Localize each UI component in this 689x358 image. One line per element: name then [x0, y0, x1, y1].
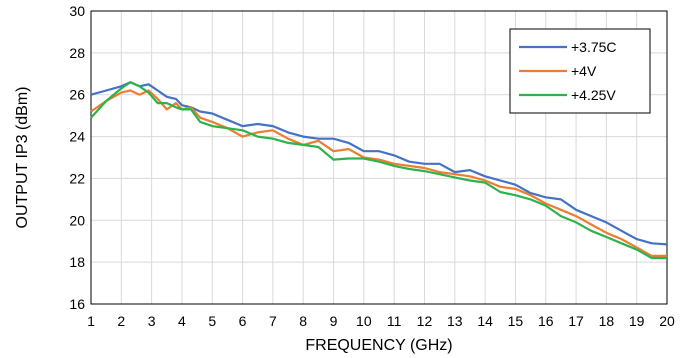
- y-tick-label: 26: [69, 87, 85, 103]
- x-tick-label: 11: [387, 313, 402, 329]
- x-tick-label: 19: [629, 313, 645, 329]
- x-tick-label: 6: [239, 313, 247, 329]
- x-tick-label: 7: [269, 313, 277, 329]
- x-tick-label: 17: [568, 313, 584, 329]
- x-tick-label: 18: [599, 313, 615, 329]
- x-axis-ticks: 1 2 3 4 5 6 7 8 9 10 11 12 13 14 15 16 17 18 19 20: [87, 313, 675, 329]
- x-tick-label: 4: [178, 313, 186, 329]
- x-tick-label: 10: [356, 313, 372, 329]
- x-tick-label: 1: [87, 313, 95, 329]
- series-line-2: [90, 89, 667, 257]
- x-tick-label: 15: [508, 313, 524, 329]
- legend-label-1: +3.75C: [571, 39, 617, 55]
- y-tick-label: 24: [69, 129, 85, 145]
- plot-area-frame: [90, 10, 668, 305]
- series-line-1: [90, 81, 668, 246]
- x-tick-label: 5: [208, 313, 216, 329]
- legend-label-2: +4V: [571, 63, 597, 79]
- series-line-3: [90, 81, 667, 260]
- x-tick-label: 12: [417, 313, 433, 329]
- x-tick-label: 2: [117, 313, 125, 329]
- y-tick-label: 18: [69, 254, 85, 270]
- x-tick-label: 13: [447, 313, 463, 329]
- x-tick-label: 16: [538, 313, 554, 329]
- y-axis-title: OUTPUT IP3 (dBm): [14, 87, 31, 229]
- series-lines: [90, 81, 668, 260]
- y-tick-label: 22: [69, 170, 85, 186]
- x-tick-label: 3: [148, 313, 156, 329]
- legend-label-3: +4.25V: [571, 87, 616, 103]
- legend: +3.75C +4V +4.25V: [509, 28, 651, 114]
- y-tick-label: 16: [69, 296, 85, 312]
- y-tick-label: 28: [69, 45, 85, 61]
- y-tick-label: 20: [69, 212, 85, 228]
- x-axis-title: FREQUENCY (GHz): [305, 337, 452, 354]
- x-tick-label: 9: [330, 313, 338, 329]
- y-axis-ticks: 16 18 20 22 24 26 28 30: [69, 3, 85, 312]
- x-tick-label: 20: [659, 313, 675, 329]
- x-tick-label: 14: [477, 313, 493, 329]
- x-tick-label: 8: [299, 313, 307, 329]
- y-tick-label: 30: [69, 3, 85, 19]
